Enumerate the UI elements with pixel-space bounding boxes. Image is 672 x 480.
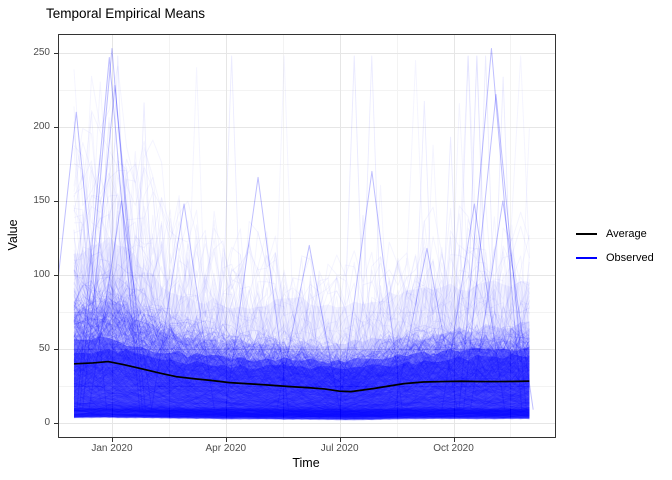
y-axis-title: Value [6,219,20,251]
y-tick-label: 0 [44,417,50,428]
y-tick-label: 100 [33,269,50,280]
x-tick-label: Jan 2020 [91,443,133,454]
legend-item-average: Average [576,222,654,246]
legend-item-observed: Observed [576,246,654,270]
observed-line-key-icon [576,257,597,259]
y-tick-label: 50 [38,343,50,354]
x-tick-label: Oct 2020 [433,443,474,454]
average-line-key-icon [576,233,597,235]
y-tick-label: 250 [33,47,50,58]
y-tick-label: 200 [33,121,50,132]
legend-label-average: Average [606,228,647,240]
y-tick-label: 150 [33,195,50,206]
x-tick-label: Jul 2020 [320,443,359,454]
legend-label-observed: Observed [606,252,654,264]
legend: Average Observed [576,222,654,270]
x-tick-label: Apr 2020 [205,443,247,454]
x-axis-title: Time [292,456,320,470]
